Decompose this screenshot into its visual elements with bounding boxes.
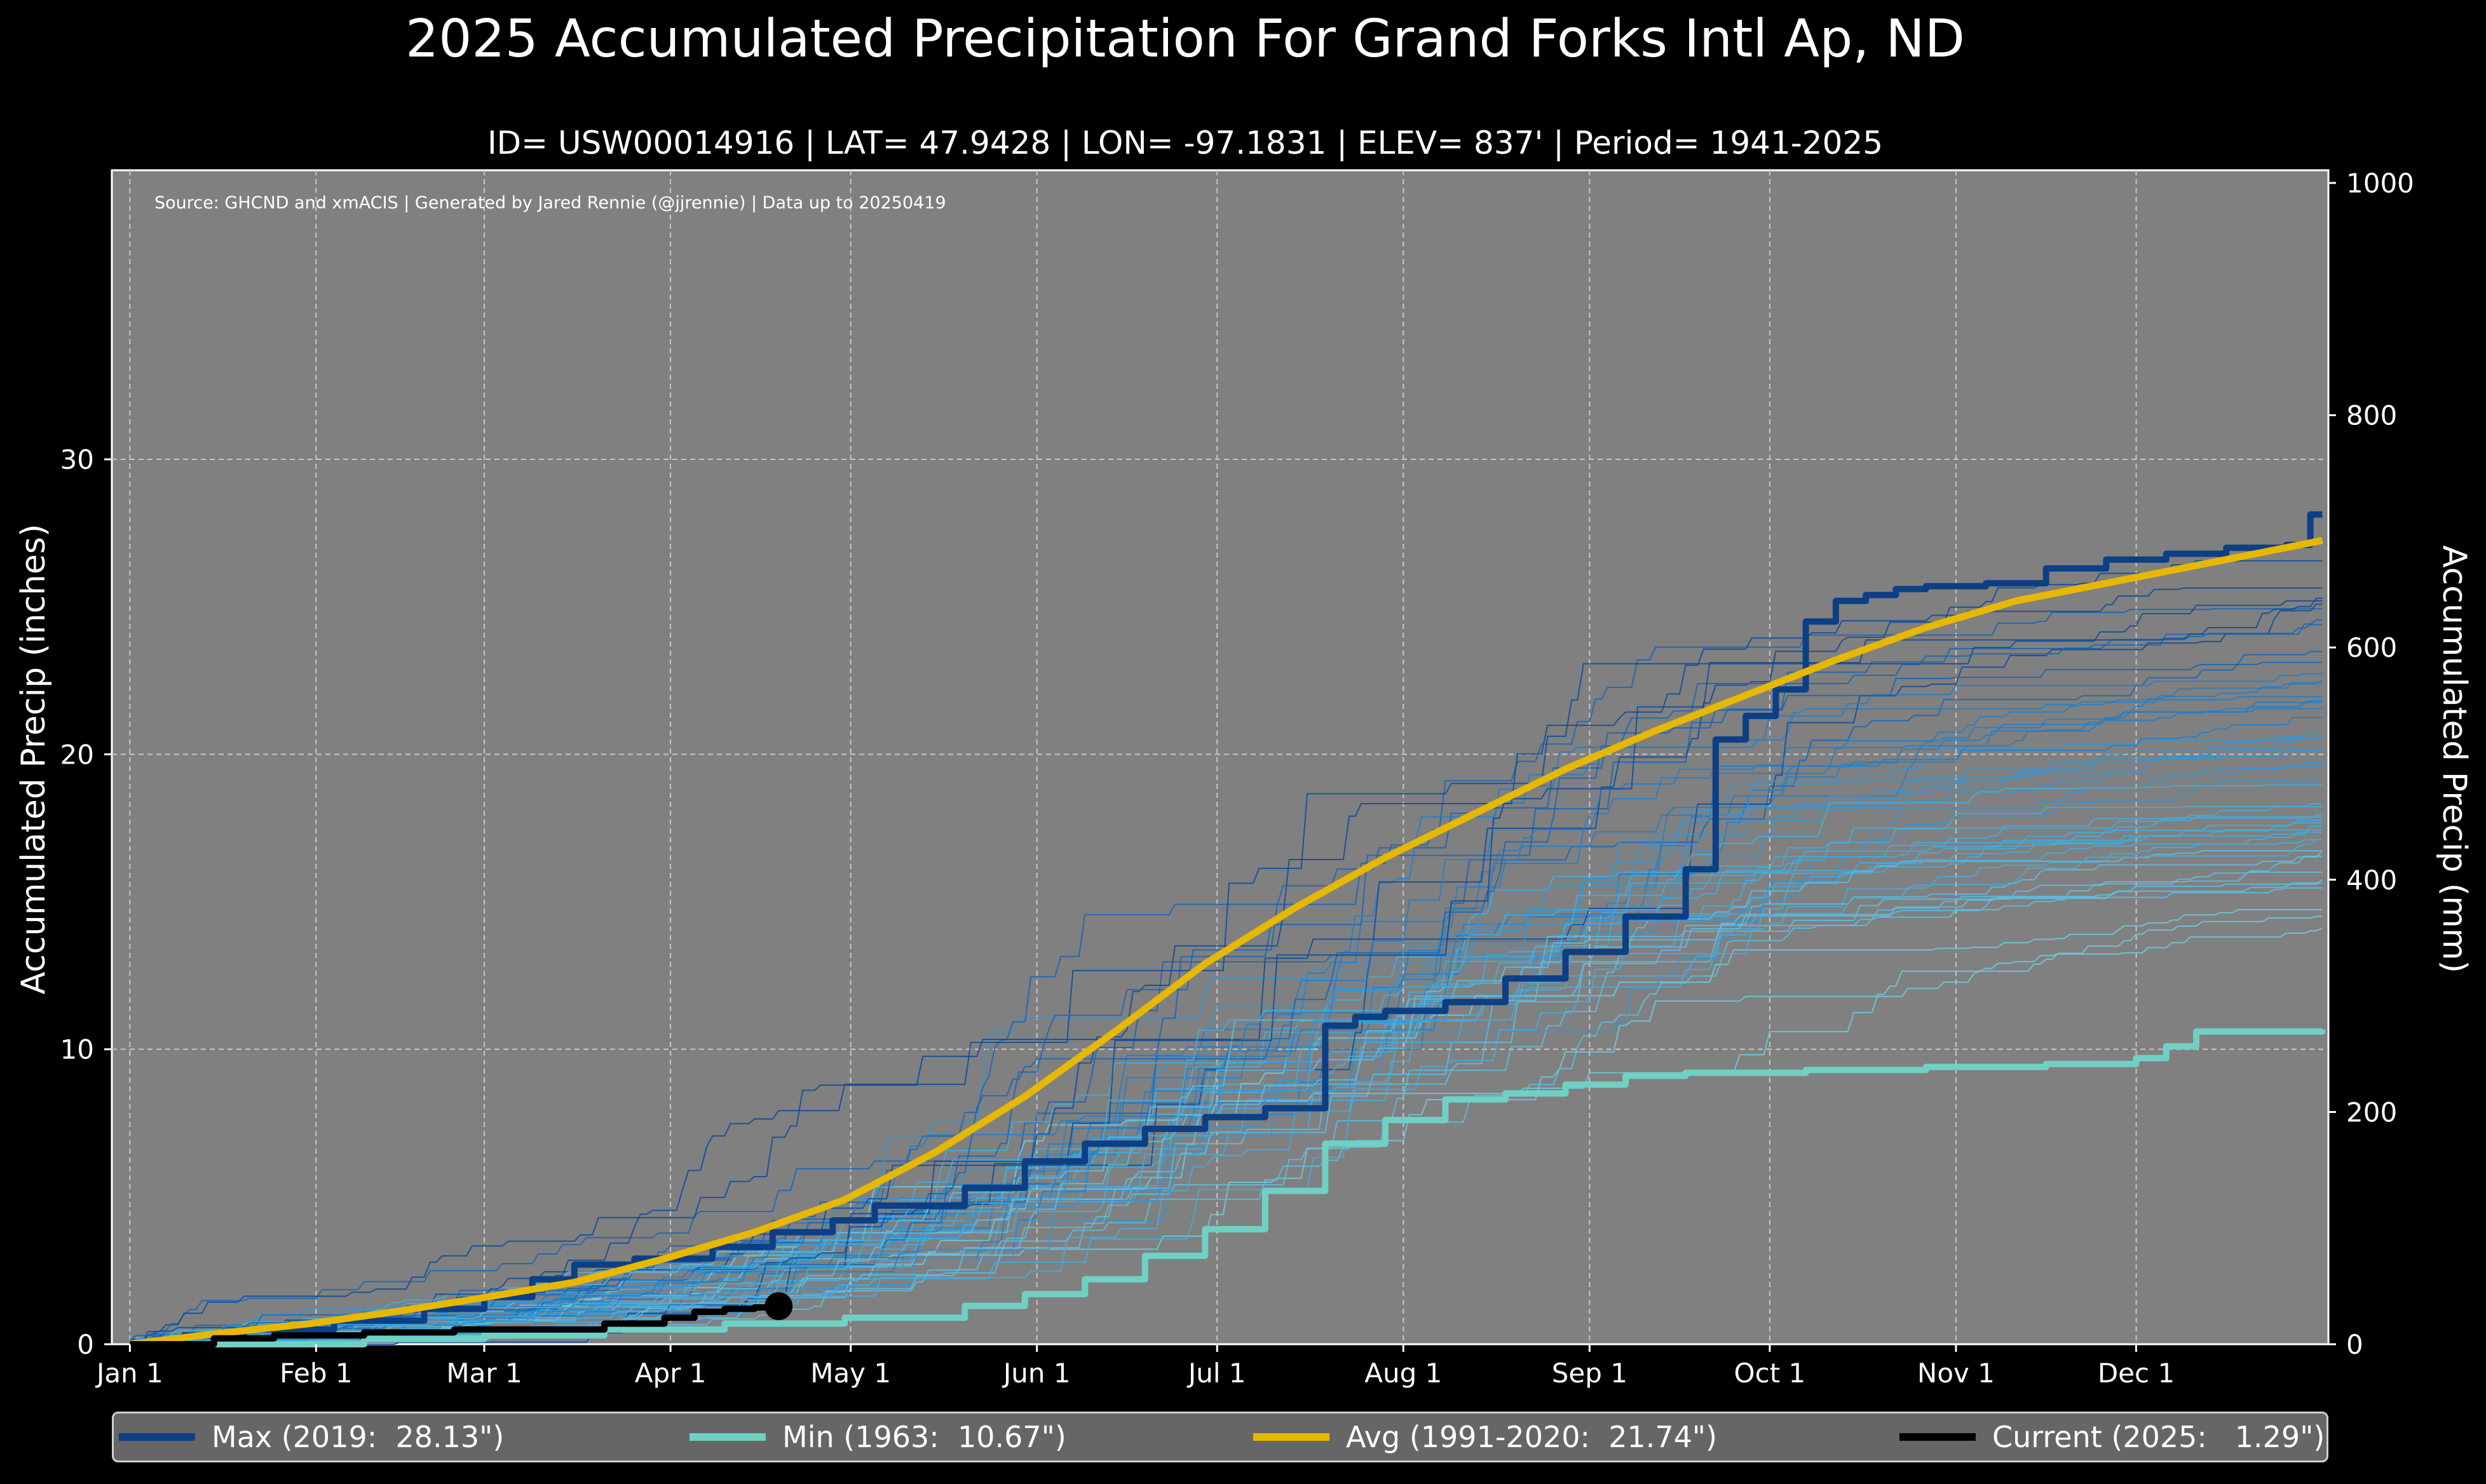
legend: Max (2019: 28.13") Min (1963: 10.67") Av… [112,1412,2328,1462]
x-tick-label: Dec 1 [2098,1358,2175,1389]
y-tick-label: 0 [77,1329,94,1360]
x-tick-label: Feb 1 [280,1358,352,1389]
history-year-line [130,765,2323,1345]
series-lines [129,511,2326,1348]
x-tick-label: Mar 1 [446,1358,522,1389]
axes: Jan 1 Feb 1 Mar 1 Apr 1 May 1 Jun 1 Jul 1 Aug 1… [60,168,2414,1389]
historical-years [129,560,2323,1345]
history-year-line [130,749,2323,1345]
y-right-tick-label: 200 [2346,1096,2397,1128]
chart-title: 2025 Accumulated Precipitation For Grand… [405,9,1965,69]
y-tick-label: 30 [60,444,94,475]
legend-swatch-min [689,1433,766,1441]
legend-swatch-avg [1253,1433,1329,1441]
x-tick-label: Oct 1 [1734,1358,1806,1389]
station-info: ID= USW00014916 | LAT= 47.9428 | LON= -9… [487,125,1884,161]
series-avg-line [129,537,2323,1348]
x-tick-label: Aug 1 [1364,1358,1442,1389]
series-current-line [130,1304,782,1347]
history-year-line [130,619,2323,1345]
x-tick-label: Nov 1 [1917,1358,1995,1389]
legend-label-avg: Avg (1991-2020: 21.74") [1346,1420,1718,1454]
x-tick-label: Jun 1 [1002,1358,1071,1389]
history-year-line [130,701,2323,1345]
x-tick-label: May 1 [810,1358,891,1389]
legend-swatch-max [119,1433,195,1441]
y-axis-label-right: Accumulated Precip (mm) [2435,545,2473,973]
x-tick-label: Jan 1 [95,1358,163,1389]
legend-item-avg: Avg (1991-2020: 21.74") [1253,1413,1717,1460]
y-right-tick-label: 400 [2346,865,2397,896]
y-right-tick-label: 0 [2346,1329,2363,1360]
y-tick-label: 20 [60,739,94,770]
y-right-tick-label: 1000 [2346,168,2414,199]
history-year-line [130,822,2323,1345]
series-min-line [130,1028,2326,1347]
plot-area [111,169,2330,1346]
grid-lines [112,170,2328,1344]
legend-label-max: Max (2019: 28.13") [212,1420,505,1454]
x-tick-label: Sep 1 [1552,1358,1627,1389]
y-right-tick-label: 800 [2346,400,2397,431]
y-axis-label-left: Accumulated Precip (inches) [15,523,53,995]
current-marker [764,1292,793,1321]
y-tick-label: 10 [60,1034,94,1065]
history-year-line [130,750,2323,1345]
y-right-tick-label: 600 [2346,632,2397,663]
legend-label-current: Current (2025: 1.29") [1992,1420,2325,1454]
x-tick-label: Apr 1 [635,1358,707,1389]
series-max-line [130,511,2323,1347]
legend-swatch-current [1899,1433,1976,1441]
source-annotation: Source: GHCND and xmACIS | Generated by … [154,193,946,213]
legend-item-min: Min (1963: 10.67") [689,1413,1066,1460]
history-year-line [130,651,2323,1345]
history-year-line [130,604,2323,1345]
legend-label-min: Min (1963: 10.67") [782,1420,1066,1454]
history-year-line [130,772,2323,1345]
history-year-line [130,682,2323,1345]
x-tick-label: Jul 1 [1186,1358,1246,1389]
history-year-line [129,831,2323,1345]
legend-item-current: Current (2025: 1.29") [1899,1413,2325,1460]
legend-item-max: Max (2019: 28.13") [119,1413,504,1460]
history-year-line [130,738,2323,1345]
history-year-line [130,597,2323,1345]
